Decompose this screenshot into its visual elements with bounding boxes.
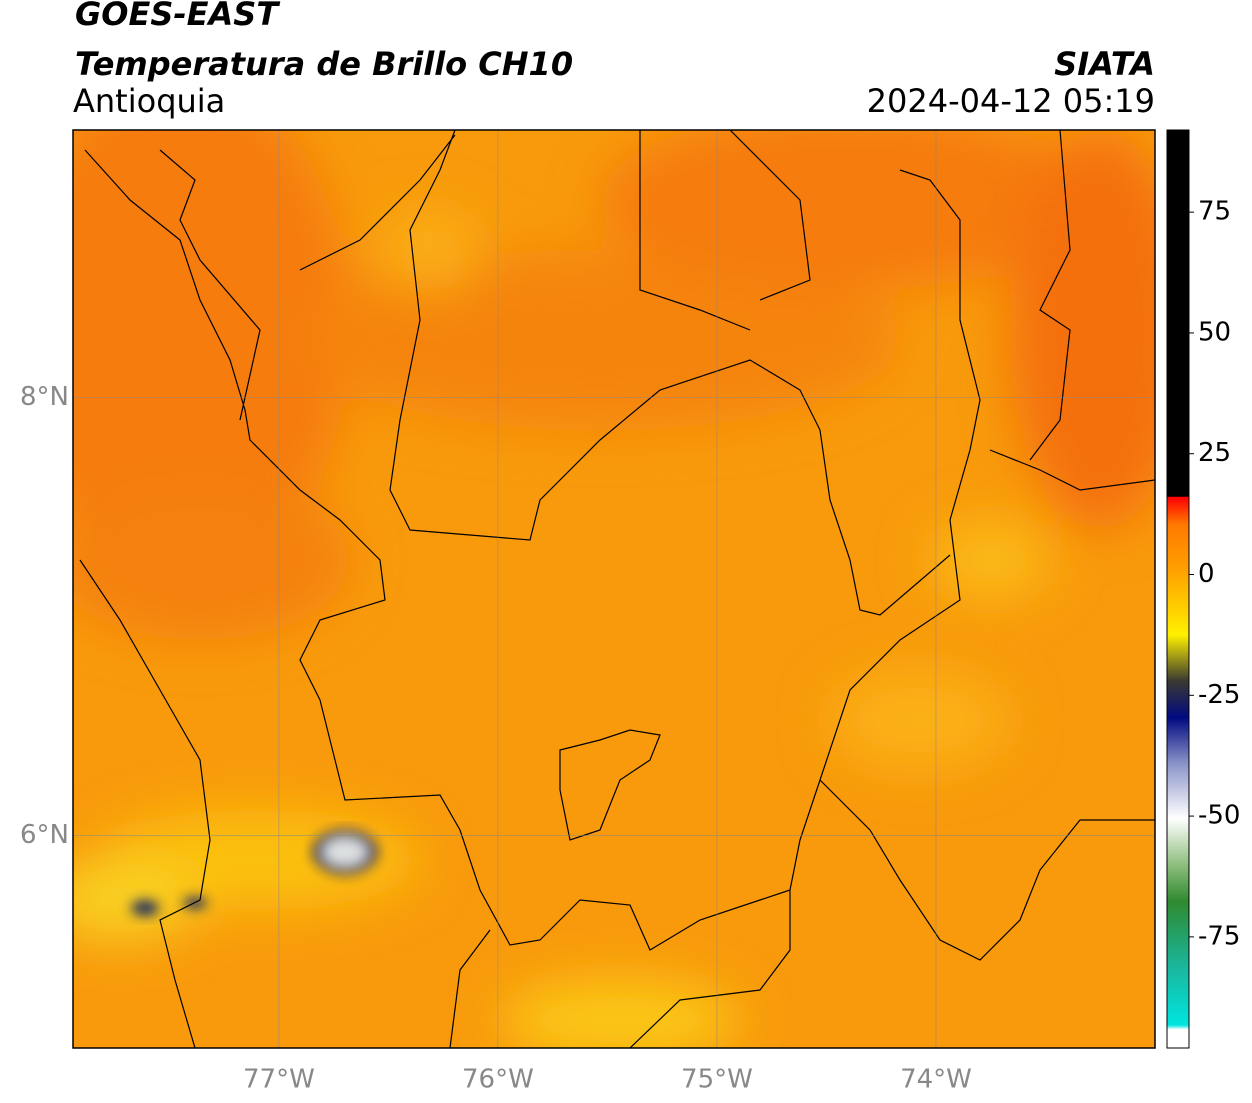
colorbar-tick-label: 0 xyxy=(1198,559,1215,589)
colorbar-tick-label: 75 xyxy=(1198,197,1231,227)
colorbar-tick-label: -75 xyxy=(1198,921,1240,951)
colorbar-tick-label: -50 xyxy=(1198,801,1240,831)
y-tick-label: 6°N xyxy=(20,820,69,850)
x-tick-label: 75°W xyxy=(681,1065,753,1095)
map-frame xyxy=(72,129,1156,1049)
colorbar-tick-label: 50 xyxy=(1198,317,1231,347)
map xyxy=(73,130,1155,1048)
x-tick-label: 74°W xyxy=(900,1065,972,1095)
title: GOES-EAST xyxy=(75,0,280,33)
timestamp: 2024-04-12 05:19 xyxy=(867,82,1155,120)
region: Antioquia xyxy=(73,82,225,120)
borders xyxy=(79,130,1155,1048)
colorbar-tick-label: 25 xyxy=(1198,438,1231,468)
x-tick-label: 77°W xyxy=(243,1065,315,1095)
grid xyxy=(73,130,1155,1048)
colorbar xyxy=(1166,129,1190,1049)
colorbar-tick-label: -25 xyxy=(1198,680,1240,710)
y-tick-label: 8°N xyxy=(20,382,69,412)
source: SIATA xyxy=(1054,45,1155,83)
x-tick-label: 76°W xyxy=(462,1065,534,1095)
subtitle: Temperatura de Brillo CH10 xyxy=(75,45,573,83)
cloud-cells xyxy=(131,830,377,916)
temperature-field xyxy=(73,130,1155,1048)
